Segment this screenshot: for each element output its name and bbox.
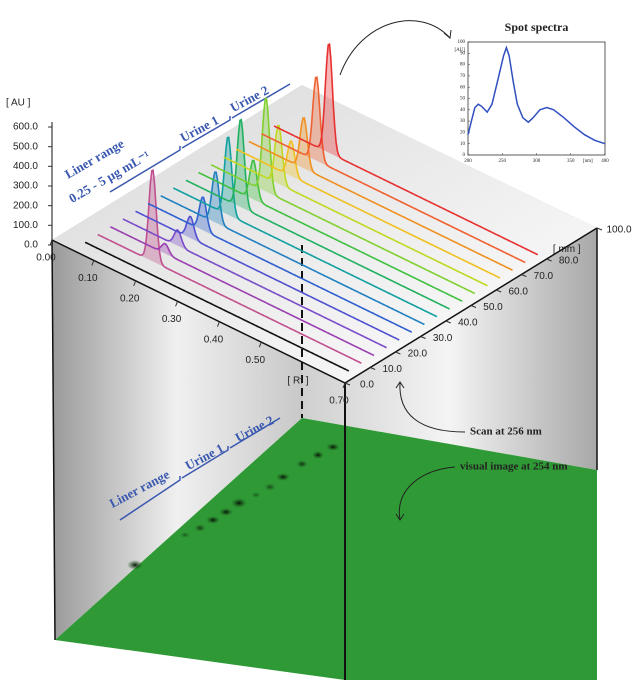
y-tick-label: 40	[460, 108, 466, 113]
arrow	[340, 21, 450, 75]
x-tick-label: 0.30	[162, 314, 182, 325]
z-tick-label: 70.0	[534, 271, 554, 282]
y-tick-label: 500.0	[13, 141, 38, 152]
x-tick-label: 300	[533, 159, 541, 164]
spot	[219, 508, 233, 516]
y-tick-label: 60	[460, 85, 466, 90]
axis-label: [nm]	[583, 159, 593, 164]
z-tick-label: 60.0	[508, 287, 528, 298]
z-tick-label: 50.0	[483, 302, 503, 313]
spot	[326, 443, 340, 451]
y-tick-label: 50	[460, 97, 466, 102]
y-tick-label: 600.0	[13, 122, 38, 133]
z-tick-label: 10.0	[382, 364, 402, 375]
z-tick-label: 30.0	[433, 333, 453, 344]
axis-label: [ AU ]	[6, 98, 31, 109]
y-tick-label: 20	[460, 131, 466, 136]
y-tick-label: 90	[460, 51, 466, 56]
spot	[127, 560, 143, 570]
spot	[194, 524, 206, 532]
y-tick-label: 80	[460, 63, 466, 68]
x-tick-label: 0.50	[246, 355, 266, 366]
axis-label: [ Rf ]	[287, 376, 308, 387]
spot	[264, 483, 276, 491]
box	[52, 85, 597, 680]
axis-label: [ mm ]	[553, 244, 581, 255]
y-tick-label: 70	[460, 74, 466, 79]
spot	[296, 460, 308, 468]
x-tick-label: 0.40	[204, 334, 224, 345]
y-tick-label: 300.0	[13, 181, 38, 192]
z-tick-label: 80.0	[559, 256, 579, 267]
z-tick-label: 20.0	[408, 349, 428, 360]
y-tick-label: 100.0	[13, 220, 38, 231]
annotation: Scan at 256 nm	[470, 426, 542, 438]
figure: Liner range 0.25 - 5 µg mL⁻¹ Urine 1 Uri…	[0, 0, 636, 680]
spot	[312, 451, 324, 459]
y-tick-label: 0.0	[24, 240, 38, 251]
x-tick-label: 0.20	[120, 293, 140, 304]
y-tick-label: 10	[460, 142, 466, 147]
spot	[231, 498, 247, 508]
z-tick-label: 100.0	[606, 225, 631, 236]
annotation: visual image at 254 nm	[460, 461, 568, 473]
x-tick-label: 0.70	[329, 396, 349, 407]
spot	[180, 532, 190, 538]
inset-frame	[468, 42, 605, 155]
y-tick-label: 0	[463, 153, 466, 158]
inset-title: Spot spectra	[505, 20, 569, 34]
arrow-head	[444, 30, 451, 38]
x-tick-label: 200	[464, 159, 472, 164]
x-tick-label: 350	[567, 159, 575, 164]
x-tick-label: 400	[601, 159, 609, 164]
spot	[276, 473, 290, 481]
y-tick-label: 200.0	[13, 200, 38, 211]
x-tick-label: 0.00	[36, 253, 56, 264]
z-tick-label: 40.0	[458, 318, 478, 329]
y-tick-label: 30	[460, 119, 466, 124]
z-tick-label: 0.0	[360, 380, 374, 391]
y-tick-label: 100	[458, 40, 466, 45]
x-tick-label: 0.10	[78, 273, 98, 284]
spot	[251, 492, 261, 498]
x-tick-label: 250	[499, 159, 507, 164]
y-tick-label: 400.0	[13, 161, 38, 172]
spot	[206, 516, 220, 524]
